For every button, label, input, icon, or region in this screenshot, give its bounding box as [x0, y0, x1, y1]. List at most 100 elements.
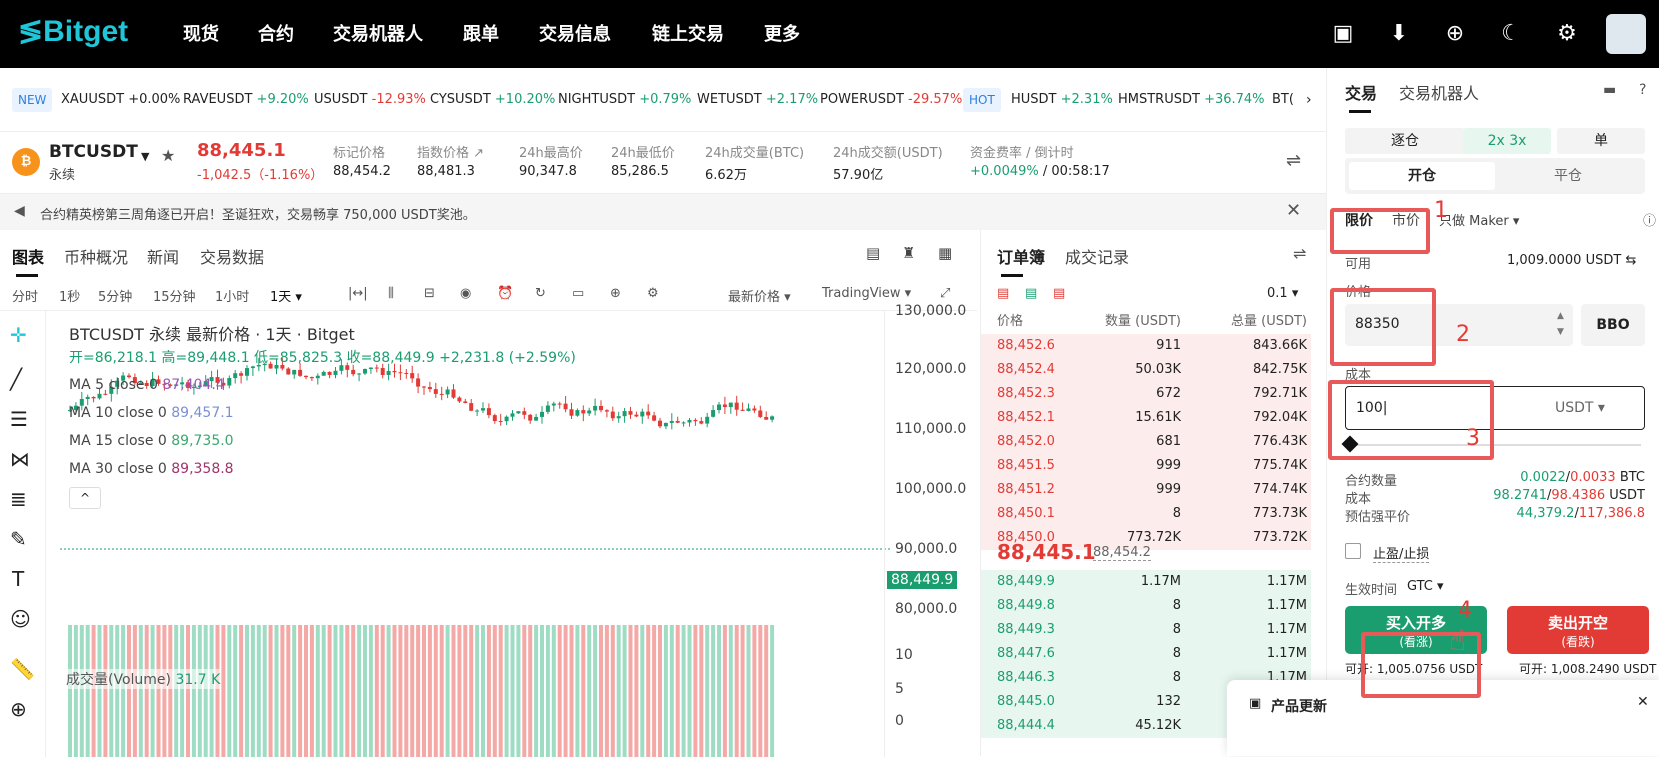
help-icon[interactable]: ?: [1639, 82, 1647, 98]
ticker-item[interactable]: WETUSDT +2.17%: [697, 92, 819, 107]
calendar-icon[interactable]: ▭: [572, 286, 585, 301]
nav-spot[interactable]: 现货: [183, 24, 219, 45]
ob-row[interactable]: 88,452.0 681 776.43K: [981, 430, 1311, 454]
nav-more[interactable]: 更多: [764, 24, 800, 45]
collapse-legend-button[interactable]: ^: [69, 487, 101, 509]
tab-trade[interactable]: 交易: [1345, 84, 1378, 103]
precision-select[interactable]: 0.1 ▾: [1267, 286, 1299, 301]
ob-row[interactable]: 88,451.5 999 775.74K: [981, 454, 1311, 478]
ob-row[interactable]: 88,449.8 8 1.17M: [981, 594, 1311, 618]
close-icon[interactable]: ✕: [1286, 200, 1302, 221]
tf-1d[interactable]: 1天 ▾: [270, 290, 302, 305]
leverage-button[interactable]: 2x 3x: [1463, 128, 1551, 154]
maker-only-select[interactable]: 只做 Maker ▾: [1439, 214, 1520, 229]
moon-icon[interactable]: ☾: [1501, 21, 1521, 46]
ticker-item[interactable]: POWERUSDT -29.57%: [820, 92, 963, 107]
view-bids-icon[interactable]: ▤: [1025, 286, 1038, 301]
tif-select[interactable]: GTC ▾: [1407, 579, 1444, 594]
tab-bot[interactable]: 交易机器人: [1399, 84, 1480, 103]
tpsl-label[interactable]: 止盈/止损: [1373, 543, 1430, 563]
avatar[interactable]: [1606, 14, 1646, 54]
ob-row[interactable]: 88,452.1 15.61K 792.04K: [981, 406, 1311, 430]
trendline-icon[interactable]: ╱: [10, 367, 23, 391]
tf-5m[interactable]: 5分钟: [98, 290, 133, 305]
price-mode-select[interactable]: 最新价格 ▾: [728, 290, 791, 305]
tf-1h[interactable]: 1小时: [215, 290, 250, 305]
notice-text[interactable]: 合约精英榜第三周角逐已开启！圣诞狂欢，交易畅享 750,000 USDT奖池。: [40, 208, 476, 223]
popup-close-icon[interactable]: ✕: [1637, 694, 1649, 710]
bbo-button[interactable]: BBO: [1581, 304, 1645, 346]
ob-row[interactable]: 88,450.0 773.72K 773.72K: [981, 526, 1311, 550]
alert-icon[interactable]: ♜: [902, 244, 916, 262]
order-type-limit[interactable]: 限价: [1345, 213, 1373, 229]
info-icon[interactable]: ⓘ: [1643, 214, 1657, 229]
ticker-item[interactable]: BT(: [1272, 92, 1294, 107]
pattern-icon[interactable]: ⋈: [10, 447, 30, 471]
fullscreen-icon[interactable]: ⤢: [940, 286, 951, 301]
transfer-icon[interactable]: ⇆: [1625, 253, 1637, 268]
cost-input[interactable]: 100|: [1345, 386, 1645, 430]
camera-icon[interactable]: ◉: [460, 286, 472, 301]
ticker-item[interactable]: RAVEUSDT +9.20%: [183, 92, 309, 107]
zoom-icon[interactable]: ⊕: [10, 697, 27, 721]
book-icon[interactable]: ▤: [866, 244, 881, 262]
replay-icon[interactable]: ↻: [535, 286, 546, 301]
emoji-icon[interactable]: ☺: [10, 607, 31, 631]
nav-trade-info[interactable]: 交易信息: [539, 24, 611, 45]
position-mode-button[interactable]: 单: [1557, 128, 1645, 154]
crosshair-icon[interactable]: ✛: [10, 323, 27, 347]
ticker-item[interactable]: HUSDT +2.31%: [1011, 92, 1113, 107]
ticker-item[interactable]: XAUUSDT +0.00%: [61, 92, 181, 107]
hlines-icon[interactable]: ☰: [10, 407, 28, 431]
tab-news[interactable]: 新闻: [147, 248, 180, 267]
cost-unit-select[interactable]: USDT ▾: [1555, 400, 1605, 416]
tab-trade-data[interactable]: 交易数据: [200, 248, 265, 267]
plus-icon[interactable]: ⊕: [610, 286, 621, 301]
alarm-icon[interactable]: ⏰: [497, 286, 514, 301]
tf-15m[interactable]: 15分钟: [153, 290, 196, 305]
tab-trades[interactable]: 成交记录: [1065, 248, 1130, 267]
tab-orderbook[interactable]: 订单簿: [997, 248, 1046, 267]
nav-onchain[interactable]: 链上交易: [652, 24, 724, 45]
ticker-item[interactable]: HMSTRUSDT +36.74%: [1118, 92, 1265, 107]
view-asks-icon[interactable]: ▤: [1053, 286, 1066, 301]
ob-row[interactable]: 88,447.6 8 1.17M: [981, 642, 1311, 666]
price-input[interactable]: 88350: [1345, 304, 1573, 346]
candle-icon[interactable]: ⫼: [388, 286, 394, 301]
update-popup[interactable]: ▣ 产品更新 ✕: [1227, 680, 1659, 756]
layout-icon[interactable]: ⊟: [424, 286, 435, 301]
globe-icon[interactable]: ⊕: [1445, 21, 1465, 46]
ob-row[interactable]: 88,450.1 8 773.73K: [981, 502, 1311, 526]
star-icon[interactable]: ★: [161, 146, 176, 165]
y-axis[interactable]: 130,000.0 120,000.0 110,000.0 100,000.0 …: [884, 303, 977, 757]
nav-copy[interactable]: 跟单: [463, 24, 499, 45]
nav-futures[interactable]: 合约: [258, 24, 294, 45]
ticker-item[interactable]: USUSDT -12.93%: [314, 92, 426, 107]
tab-chart[interactable]: 图表: [12, 248, 45, 267]
download-icon[interactable]: ⬇: [1389, 21, 1409, 46]
ob-row[interactable]: 88,451.2 999 774.74K: [981, 478, 1311, 502]
ruler-icon[interactable]: 📏: [10, 657, 35, 681]
fib-icon[interactable]: ≣: [10, 487, 27, 511]
sell-short-button[interactable]: 卖出开空 (看跌): [1507, 606, 1649, 654]
view-select[interactable]: TradingView ▾: [822, 286, 912, 301]
indicator-icon[interactable]: |↔|: [348, 286, 368, 301]
ob-row[interactable]: 88,449.3 8 1.17M: [981, 618, 1311, 642]
tab-open[interactable]: 开仓: [1349, 162, 1495, 190]
price-chart[interactable]: ✛ ╱ ☰ ⋈ ≣ ✎ T ☺ 📏 ⊕ BTCUSDT 永续 最新价格 · 1天…: [0, 303, 977, 757]
tpsl-checkbox[interactable]: [1345, 543, 1361, 559]
ob-row[interactable]: 88,449.9 1.17M 1.17M: [981, 570, 1311, 594]
caret-down-icon[interactable]: ▼: [141, 150, 150, 163]
ticker-item[interactable]: CYSUSDT +10.20%: [430, 92, 556, 107]
ob-row[interactable]: 88,452.4 50.03K 842.75K: [981, 358, 1311, 382]
symbol-name[interactable]: BTCUSDT: [49, 142, 138, 162]
bitget-logo[interactable]: ≶Bitget: [18, 15, 129, 48]
price-stepper-icon[interactable]: ▲ ▼: [1557, 311, 1564, 337]
view-both-icon[interactable]: ▤: [997, 286, 1010, 301]
tf-1s[interactable]: 1秒: [59, 290, 81, 305]
wallet-icon[interactable]: ▣: [1332, 21, 1354, 46]
gear-icon[interactable]: ⚙: [1557, 21, 1577, 46]
chevron-right-icon[interactable]: ›: [1306, 92, 1312, 108]
brush-icon[interactable]: ✎: [10, 527, 27, 551]
nav-bots[interactable]: 交易机器人: [333, 24, 423, 45]
